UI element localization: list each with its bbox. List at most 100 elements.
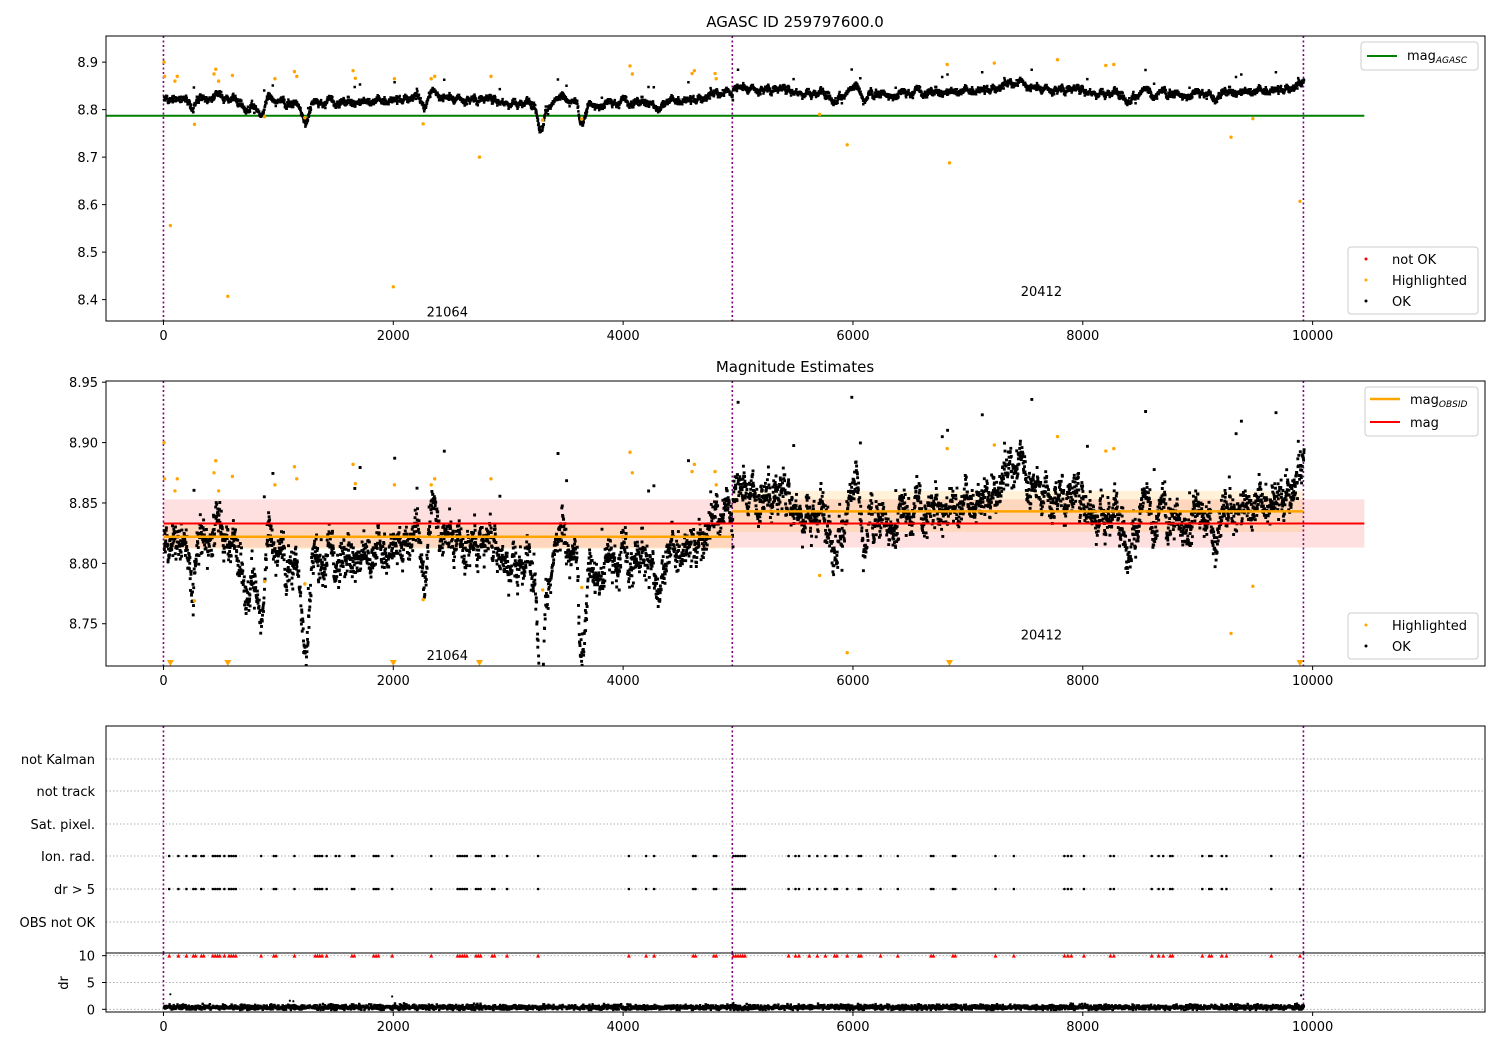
flag-point <box>845 887 849 891</box>
dr-outlier-marker <box>176 953 181 958</box>
flag-point <box>712 887 716 891</box>
x-axis: 0 2000 4000 6000 8000 10000 <box>159 321 1333 344</box>
highlighted-point <box>540 118 545 122</box>
flags-frame <box>105 725 1486 1013</box>
dr-outlier-marker <box>878 953 883 958</box>
dr-outlier-marker <box>233 953 238 958</box>
flag-point <box>627 854 631 858</box>
highlighted-point <box>628 450 632 454</box>
flag-point <box>857 854 861 858</box>
dr-outlier-marker <box>714 953 719 958</box>
highlighted-point <box>690 469 694 474</box>
dr-spike <box>169 993 172 996</box>
flag-point <box>859 854 863 858</box>
highlighted-points <box>162 434 1304 666</box>
x-tick-label: 10000 <box>1292 1020 1333 1035</box>
y-tick-label: 8.85 <box>69 497 98 512</box>
flag-point <box>313 854 317 858</box>
dr-outlier-marker <box>895 953 900 958</box>
y-tick-label: 8.95 <box>69 376 98 391</box>
highlighted-point <box>692 462 697 467</box>
flag-point <box>167 887 171 891</box>
flag-point <box>743 887 747 891</box>
flag-point <box>1161 887 1165 891</box>
highlighted-point <box>295 477 299 481</box>
dr-outlier-marker <box>352 953 357 958</box>
dr-axis-label: dr <box>57 976 72 990</box>
dr-outlier-marker <box>644 953 649 958</box>
flag-point <box>794 887 797 891</box>
dr-outlier-marker <box>834 953 839 958</box>
y-tick-label: 8.80 <box>69 557 98 572</box>
flag-point <box>325 854 328 858</box>
flag-point <box>320 887 324 891</box>
legend-mag-obsid-sub: OBSID <box>1439 400 1468 410</box>
dr-outlier-marker <box>1297 953 1302 958</box>
flag-row-gridlines <box>106 758 1485 923</box>
y-tick-label: 8.7 <box>77 151 98 166</box>
legend-not-ok-label: not OK <box>1392 253 1437 268</box>
flag-point <box>835 887 839 891</box>
flag-point <box>797 887 801 891</box>
flag-point <box>390 887 394 891</box>
highlighted-point <box>580 585 584 590</box>
highlighted-point <box>992 443 997 447</box>
dr-outlier-marker <box>652 953 657 958</box>
flag-row-label: not track <box>36 785 95 800</box>
highlighted-point <box>1229 135 1233 139</box>
dr-outlier-marker <box>320 953 325 958</box>
flag-point <box>1220 887 1224 891</box>
flag-point <box>213 887 217 891</box>
flag-point <box>200 854 203 858</box>
flag-point <box>1269 854 1273 858</box>
flag-point <box>460 854 464 858</box>
flag-point <box>932 887 935 891</box>
flag-point <box>1157 887 1160 891</box>
dr-outlier-marker <box>1069 953 1074 958</box>
y-tick-label: 8.4 <box>77 294 98 309</box>
dr-outlier-marker <box>217 953 222 958</box>
highlighted-point <box>1229 631 1233 636</box>
flag-point <box>177 887 180 891</box>
highlighted-point <box>292 465 297 469</box>
dr-outlier-marker <box>796 953 801 958</box>
highlighted-point <box>214 459 218 463</box>
x-tick-label: 4000 <box>607 1020 640 1035</box>
flag-point <box>736 854 740 858</box>
flag-point <box>429 887 433 891</box>
flag-point <box>1082 854 1086 858</box>
legend-ok-marker <box>1364 299 1368 303</box>
dr-outlier-marker <box>324 953 329 958</box>
dr-outlier-marker <box>478 953 483 958</box>
highlighted-point <box>429 77 433 81</box>
flag-point <box>835 854 839 858</box>
y-tick-label: 8.5 <box>77 246 98 261</box>
obsid-label: 20412 <box>1021 629 1062 644</box>
highlighted-point <box>216 79 221 83</box>
legend-mag-obsid-label: mag <box>1410 393 1439 408</box>
flag-row-label: Sat. pixel. <box>31 818 95 833</box>
flag-point <box>845 854 849 858</box>
legend-magnitudes: magOBSID mag <box>1364 386 1479 437</box>
highlighted-point <box>713 469 717 474</box>
legend-highlighted-label: Highlighted <box>1392 619 1467 634</box>
flag-point <box>211 887 215 891</box>
highlighted-point <box>1251 584 1255 588</box>
flag-point <box>807 854 811 858</box>
flag-point <box>456 887 459 891</box>
flag-point <box>352 854 356 858</box>
flag-point <box>1109 854 1112 858</box>
highlighted-point <box>353 76 358 80</box>
flag-point <box>929 854 933 858</box>
ok-points <box>162 68 1306 134</box>
flag-point <box>1070 887 1073 891</box>
y-tick-label: 8.75 <box>69 618 98 633</box>
offscale-marker <box>1296 660 1304 666</box>
highlighted-point <box>1055 58 1060 62</box>
flag-point <box>879 854 882 858</box>
flag-point <box>787 887 790 891</box>
dr-outlier-marker <box>823 953 828 958</box>
flag-point <box>691 854 695 858</box>
flag-point <box>316 854 319 858</box>
